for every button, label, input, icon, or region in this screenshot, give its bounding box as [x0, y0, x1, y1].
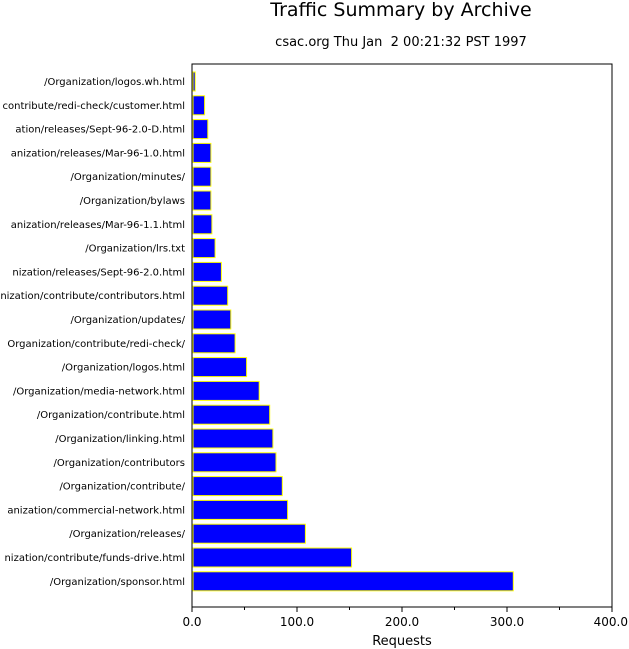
bar — [192, 166, 212, 187]
bars-group — [192, 71, 514, 592]
x-axis-label: Requests — [372, 634, 432, 649]
category-label: /Organization/minutes/ — [70, 172, 185, 183]
category-label: contribute/redi-check/customer.html — [3, 101, 185, 112]
bar — [192, 333, 236, 354]
bar — [192, 214, 213, 235]
category-label: nization/contribute/funds-drive.html — [4, 553, 185, 564]
bar — [192, 571, 514, 592]
category-label: /Organization/updates/ — [71, 315, 186, 326]
category-label: nization/releases/Sept-96-2.0.html — [12, 267, 185, 278]
category-label: /Organization/contributors — [54, 458, 185, 469]
category-label: /Organization/sponsor.html — [50, 577, 185, 588]
bar — [192, 142, 212, 163]
bar — [192, 261, 222, 282]
x-tick-label: 400.0 — [594, 615, 628, 629]
category-label: /Organization/contribute/ — [59, 482, 185, 493]
category-label: /Organization/logos.wh.html — [44, 77, 185, 88]
category-label: ation/releases/Sept-96-2.0-D.html — [15, 125, 185, 136]
bar — [192, 190, 212, 211]
category-label: /Organization/bylaws — [80, 196, 185, 207]
x-tick-label: 200.0 — [385, 615, 419, 629]
bar — [192, 523, 306, 544]
bar — [192, 428, 274, 449]
bar — [192, 309, 232, 330]
category-label: /Organization/linking.html — [55, 434, 185, 445]
chart-title: Traffic Summary by Archive — [269, 0, 531, 21]
bar — [192, 547, 353, 568]
category-labels-group: /Organization/logos.wh.html contribute/re… — [0, 77, 185, 588]
category-label: /Organization/contribute.html — [37, 410, 185, 421]
category-label: anization/commercial-network.html — [7, 505, 185, 516]
bar — [192, 380, 260, 401]
category-label: /Organization/media-network.html — [13, 386, 185, 397]
bar — [192, 452, 277, 473]
bar — [192, 476, 283, 497]
category-label: Organization/contribute/redi-check/ — [7, 339, 185, 350]
chart-subtitle: csac.org Thu Jan 2 00:21:32 PST 1997 — [275, 35, 527, 50]
category-label: nization/contribute/contributors.html — [0, 291, 185, 302]
x-tick-label: 300.0 — [490, 615, 524, 629]
category-label: anization/releases/Mar-96-1.0.html — [11, 148, 185, 159]
category-label: /Organization/releases/ — [69, 529, 185, 540]
category-label: anization/releases/Mar-96-1.1.html — [11, 220, 185, 231]
x-tick-label: 100.0 — [280, 615, 314, 629]
bar — [192, 119, 209, 140]
bar — [192, 71, 196, 92]
bar — [192, 357, 248, 378]
bar — [192, 404, 271, 425]
bar — [192, 238, 216, 259]
bar — [192, 95, 206, 116]
bar — [192, 499, 289, 520]
bar — [192, 285, 229, 306]
category-label: /Organization/logos.html — [62, 363, 185, 374]
x-tick-label: 0.0 — [182, 615, 201, 629]
category-label: /Organization/lrs.txt — [85, 244, 185, 255]
x-axis-ticks-group: 0.0 100.0 200.0 300.0 400.0 — [182, 607, 628, 629]
